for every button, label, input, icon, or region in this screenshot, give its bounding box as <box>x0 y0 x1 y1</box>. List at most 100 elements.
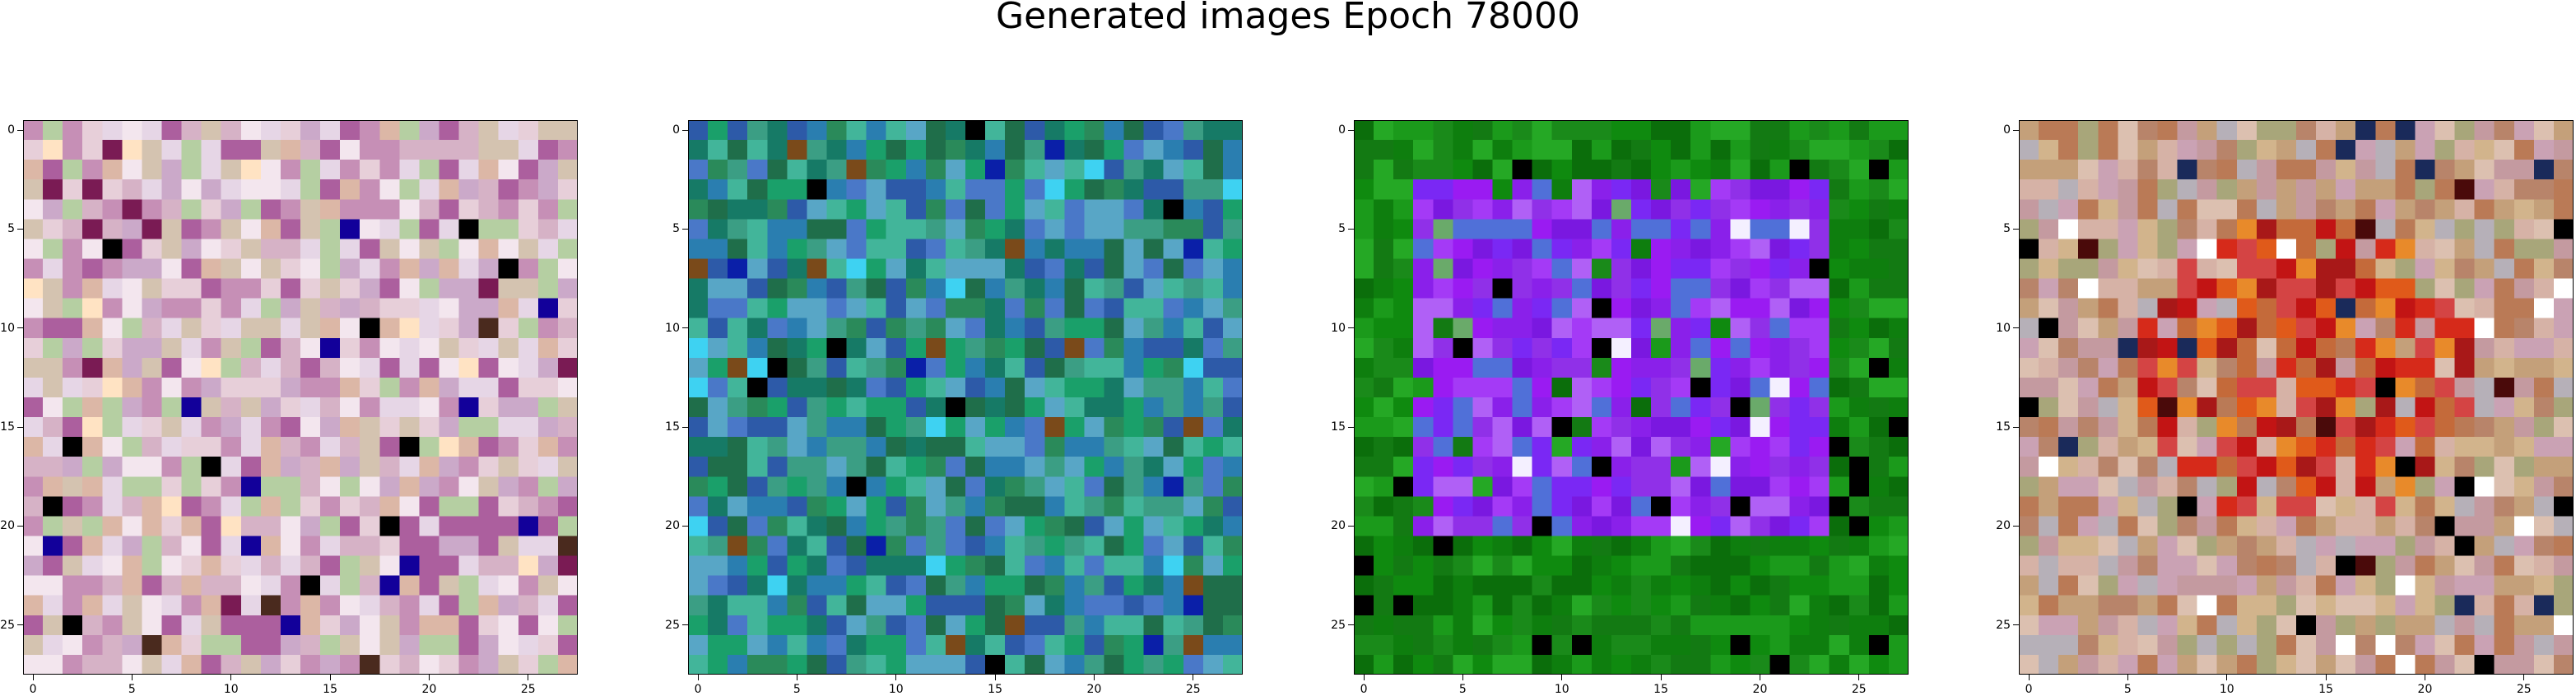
pixel-cell <box>2415 555 2435 577</box>
pixel-cell <box>728 417 748 438</box>
image-panel-3: 0 5 10 15 20 25 0 5 10 15 20 25 <box>1331 120 1909 696</box>
pixel-cell <box>2415 219 2435 239</box>
pixel-cell <box>2019 476 2039 497</box>
pixel-cell <box>221 318 242 339</box>
pixel-cell <box>2236 634 2257 656</box>
pixel-cell <box>1374 120 1394 141</box>
pixel-cell <box>1750 437 1770 457</box>
pixel-cell <box>945 199 966 220</box>
pixel-cell <box>1769 555 1791 577</box>
pixel-cell <box>82 476 103 497</box>
pixel-cell <box>1848 615 1870 636</box>
pixel-cell <box>2236 397 2257 418</box>
pixel-cell <box>63 298 83 319</box>
pixel-cell <box>688 437 709 457</box>
pixel-cell <box>767 536 788 557</box>
pixel-cell <box>1044 258 1065 280</box>
pixel-cell <box>1769 417 1791 438</box>
pixel-cell <box>379 160 400 180</box>
pixel-cell <box>360 417 380 438</box>
pixel-cell <box>2137 357 2158 378</box>
pixel-cell <box>419 258 439 280</box>
pixel-cell <box>2137 496 2158 517</box>
pixel-cell <box>142 278 162 299</box>
pixel-cell <box>498 258 519 280</box>
pixel-cell <box>2336 239 2356 259</box>
pixel-cell <box>1730 120 1751 141</box>
pixel-cell <box>708 239 728 259</box>
pixel-cell <box>260 377 281 398</box>
pixel-cell <box>1888 239 1909 259</box>
pixel-cell <box>2078 536 2099 557</box>
pixel-cell <box>1163 199 1184 220</box>
pixel-cell <box>1393 615 1414 636</box>
pixel-cell <box>985 476 1006 497</box>
pixel-cell <box>43 575 63 596</box>
pixel-cell <box>1453 476 1473 497</box>
pixel-cell <box>399 337 420 359</box>
pixel-cell <box>2415 140 2435 160</box>
pixel-cell <box>2296 278 2317 299</box>
pixel-cell <box>1651 654 1672 675</box>
pixel-cell <box>1084 219 1104 239</box>
pixel-cell <box>201 417 222 438</box>
pixel-cell <box>1492 457 1514 477</box>
pixel-cell <box>1571 318 1593 339</box>
pixel-cell <box>2375 496 2396 517</box>
pixel-cell <box>102 318 123 339</box>
pixel-cell <box>2236 555 2257 577</box>
pixel-cell <box>2137 536 2158 557</box>
pixel-cell <box>260 437 281 457</box>
pixel-cell <box>320 536 341 557</box>
pixel-cell <box>1104 476 1125 497</box>
pixel-cell <box>1183 417 1204 438</box>
pixel-cell <box>1651 298 1672 319</box>
pixel-cell <box>866 377 887 398</box>
pixel-cell <box>1631 278 1652 299</box>
pixel-cell <box>23 258 44 280</box>
pixel-cell <box>518 258 539 280</box>
pixel-cell <box>2276 219 2297 239</box>
pixel-cell <box>537 318 559 339</box>
pixel-cell <box>1750 160 1770 180</box>
pixel-cell <box>2078 595 2099 616</box>
pixel-cell <box>2137 555 2158 577</box>
image-panel-4: 0 5 10 15 20 25 0 5 10 15 20 25 <box>1996 120 2574 696</box>
pixel-cell <box>2236 219 2257 239</box>
pixel-cell <box>161 634 183 656</box>
pixel-cell <box>965 258 986 280</box>
pixel-cell <box>2513 179 2535 200</box>
pixel-cell <box>2533 179 2555 200</box>
pixel-cell <box>439 179 460 200</box>
pixel-cell <box>102 457 123 477</box>
pixel-cell <box>1163 120 1184 141</box>
pixel-cell <box>280 634 301 656</box>
pixel-cell <box>1104 417 1125 438</box>
pixel-cell <box>1104 595 1125 616</box>
pixel-cell <box>43 536 63 557</box>
pixel-cell <box>1611 337 1632 359</box>
pixel-cell <box>1005 654 1025 675</box>
pixel-cell <box>2533 219 2555 239</box>
pixel-cell <box>82 318 103 339</box>
pixel-cell <box>379 496 400 517</box>
pixel-cell <box>787 457 807 477</box>
pixel-cell <box>688 496 709 517</box>
pixel-cell <box>1413 219 1434 239</box>
pixel-cell <box>439 476 460 497</box>
pixel-cell <box>2533 437 2555 457</box>
pixel-cell <box>1413 397 1434 418</box>
pixel-cell <box>1690 357 1711 378</box>
x-tick-label: 5 <box>128 683 136 696</box>
pixel-cell <box>747 536 768 557</box>
pixel-cell <box>360 120 380 141</box>
pixel-cell <box>260 634 281 656</box>
pixel-cell <box>122 258 142 280</box>
pixel-cell <box>846 219 867 239</box>
pixel-cell <box>688 476 709 497</box>
pixel-cell <box>122 595 142 616</box>
pixel-cell <box>945 179 966 200</box>
pixel-cell <box>1183 120 1204 141</box>
pixel-cell <box>419 337 439 359</box>
pixel-cell <box>2336 357 2356 378</box>
